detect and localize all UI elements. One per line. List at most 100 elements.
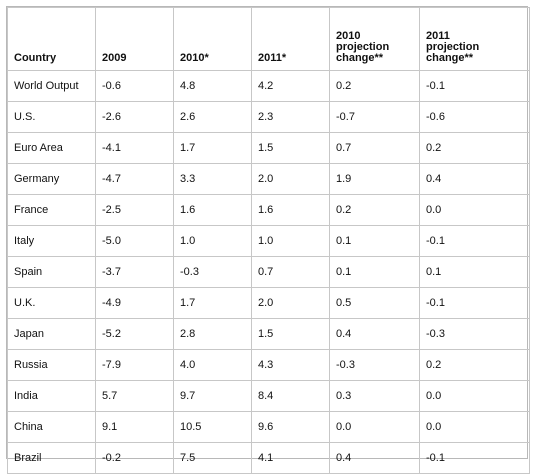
cell-country: China	[7, 411, 96, 443]
cell-2010-projection-change: 1.9	[329, 163, 420, 195]
table-row: China 9.1 10.5 9.6 0.0 0.0	[7, 411, 530, 443]
table-row: Italy -5.0 1.0 1.0 0.1 -0.1	[7, 225, 530, 257]
cell-2011-projection-change: -0.3	[419, 318, 530, 350]
cell-2011: 1.6	[251, 194, 330, 226]
table-row: France -2.5 1.6 1.6 0.2 0.0	[7, 194, 530, 226]
cell-2010-projection-change: -0.3	[329, 349, 420, 381]
table-body: World Output -0.6 4.8 4.2 0.2 -0.1 U.S. …	[7, 70, 530, 474]
cell-2011: 1.5	[251, 318, 330, 350]
cell-2011: 8.4	[251, 380, 330, 412]
cell-2011: 0.7	[251, 256, 330, 288]
cell-country: U.K.	[7, 287, 96, 319]
cell-2010-projection-change: 0.5	[329, 287, 420, 319]
cell-2011-projection-change: 0.0	[419, 411, 530, 443]
cell-2009: -3.7	[95, 256, 174, 288]
cell-2010: 9.7	[173, 380, 252, 412]
cell-2010: 1.6	[173, 194, 252, 226]
cell-2011: 4.3	[251, 349, 330, 381]
cell-2009: -4.1	[95, 132, 174, 164]
table-container: Country 2009 2010* 2011* 2010 projection…	[6, 6, 530, 474]
cell-2009: -0.6	[95, 70, 174, 102]
cell-country: U.S.	[7, 101, 96, 133]
cell-2011: 9.6	[251, 411, 330, 443]
cell-2009: -7.9	[95, 349, 174, 381]
cell-2010-projection-change: 0.1	[329, 225, 420, 257]
cell-2011: 4.2	[251, 70, 330, 102]
cell-2010: 2.8	[173, 318, 252, 350]
cell-2010: -0.3	[173, 256, 252, 288]
cell-2011: 4.1	[251, 442, 330, 474]
cell-country: Euro Area	[7, 132, 96, 164]
cell-country: Japan	[7, 318, 96, 350]
cell-country: Russia	[7, 349, 96, 381]
header-2011-projection-change: 2011 projection change**	[419, 7, 530, 71]
table-row: Euro Area -4.1 1.7 1.5 0.7 0.2	[7, 132, 530, 164]
cell-2011: 1.0	[251, 225, 330, 257]
header-2009: 2009	[95, 7, 174, 71]
cell-2009: -5.0	[95, 225, 174, 257]
cell-country: Italy	[7, 225, 96, 257]
cell-2009: -5.2	[95, 318, 174, 350]
cell-2011: 2.3	[251, 101, 330, 133]
cell-2010: 7.5	[173, 442, 252, 474]
cell-2011-projection-change: 0.0	[419, 380, 530, 412]
cell-2009: 5.7	[95, 380, 174, 412]
table-row: India 5.7 9.7 8.4 0.3 0.0	[7, 380, 530, 412]
cell-2011-projection-change: -0.1	[419, 70, 530, 102]
header-2010-projection-change: 2010 projection change**	[329, 7, 420, 71]
table-row: Brazil -0.2 7.5 4.1 0.4 -0.1	[7, 442, 530, 474]
cell-2010: 3.3	[173, 163, 252, 195]
table-row: U.S. -2.6 2.6 2.3 -0.7 -0.6	[7, 101, 530, 133]
cell-2010: 1.7	[173, 132, 252, 164]
header-2011: 2011*	[251, 7, 330, 71]
cell-2011: 2.0	[251, 287, 330, 319]
header-country: Country	[7, 7, 96, 71]
cell-2010-projection-change: 0.2	[329, 70, 420, 102]
cell-country: World Output	[7, 70, 96, 102]
cell-2009: -2.5	[95, 194, 174, 226]
cell-2011: 2.0	[251, 163, 330, 195]
cell-2010-projection-change: -0.7	[329, 101, 420, 133]
cell-2010-projection-change: 0.3	[329, 380, 420, 412]
cell-2010-projection-change: 0.4	[329, 318, 420, 350]
cell-2010-projection-change: 0.7	[329, 132, 420, 164]
cell-2010-projection-change: 0.1	[329, 256, 420, 288]
cell-2011-projection-change: 0.2	[419, 349, 530, 381]
cell-2010-projection-change: 0.2	[329, 194, 420, 226]
header-row: Country 2009 2010* 2011* 2010 projection…	[7, 7, 530, 71]
table-row: U.K. -4.9 1.7 2.0 0.5 -0.1	[7, 287, 530, 319]
cell-2010-projection-change: 0.0	[329, 411, 420, 443]
cell-2010: 4.8	[173, 70, 252, 102]
cell-2010: 4.0	[173, 349, 252, 381]
economic-projections-table: Country 2009 2010* 2011* 2010 projection…	[7, 7, 530, 474]
header-2010: 2010*	[173, 7, 252, 71]
cell-2009: -0.2	[95, 442, 174, 474]
cell-2011-projection-change: 0.2	[419, 132, 530, 164]
cell-2010: 1.0	[173, 225, 252, 257]
cell-country: Spain	[7, 256, 96, 288]
cell-2011: 1.5	[251, 132, 330, 164]
cell-2010: 2.6	[173, 101, 252, 133]
cell-2011-projection-change: -0.1	[419, 442, 530, 474]
cell-2009: 9.1	[95, 411, 174, 443]
cell-country: India	[7, 380, 96, 412]
cell-country: France	[7, 194, 96, 226]
cell-2011-projection-change: 0.0	[419, 194, 530, 226]
cell-2011-projection-change: -0.1	[419, 287, 530, 319]
cell-country: Germany	[7, 163, 96, 195]
table-row: Spain -3.7 -0.3 0.7 0.1 0.1	[7, 256, 530, 288]
cell-2010: 10.5	[173, 411, 252, 443]
cell-2009: -4.7	[95, 163, 174, 195]
cell-2010-projection-change: 0.4	[329, 442, 420, 474]
cell-2009: -2.6	[95, 101, 174, 133]
table-row: World Output -0.6 4.8 4.2 0.2 -0.1	[7, 70, 530, 102]
cell-2011-projection-change: -0.6	[419, 101, 530, 133]
cell-2009: -4.9	[95, 287, 174, 319]
cell-country: Brazil	[7, 442, 96, 474]
table-row: Germany -4.7 3.3 2.0 1.9 0.4	[7, 163, 530, 195]
table-row: Russia -7.9 4.0 4.3 -0.3 0.2	[7, 349, 530, 381]
cell-2011-projection-change: -0.1	[419, 225, 530, 257]
cell-2011-projection-change: 0.4	[419, 163, 530, 195]
table-header: Country 2009 2010* 2011* 2010 projection…	[7, 7, 530, 71]
cell-2011-projection-change: 0.1	[419, 256, 530, 288]
